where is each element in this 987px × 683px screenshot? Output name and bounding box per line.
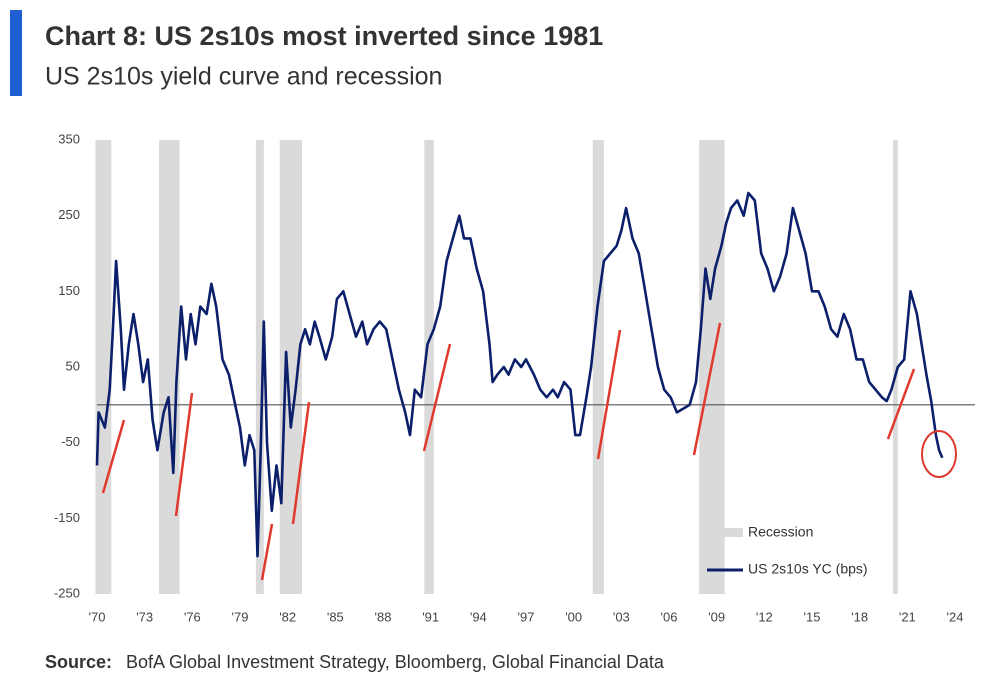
arrow [174, 392, 194, 517]
x-tick-label: '97 [518, 609, 535, 624]
highlight-circle [921, 430, 957, 478]
arrow [596, 329, 622, 460]
recession-band [158, 140, 180, 594]
legend-label: Recession [748, 524, 813, 540]
x-tick-label: '00 [565, 609, 582, 624]
chart-title: Chart 8: US 2s10s most inverted since 19… [45, 21, 603, 51]
chart-subtitle: US 2s10s yield curve and recession [45, 63, 442, 91]
recession-band [255, 140, 264, 594]
source-text: BofA Global Investment Strategy, Bloombe… [126, 652, 665, 672]
x-tick-label: '03 [613, 609, 630, 624]
arrow [422, 343, 452, 452]
x-tick-label: '85 [327, 609, 344, 624]
recession-band [279, 140, 302, 594]
source-label: Source: [45, 652, 112, 672]
x-tick-label: '70 [89, 609, 106, 624]
plot-area: 350 250 150 50 -50 -150 -250 '70 '73 '76 '79 '82 '85… [54, 131, 975, 624]
recession-band [424, 140, 434, 594]
x-tick-label: '73 [136, 609, 153, 624]
y-tick-label: -50 [61, 434, 80, 449]
x-tick-label: '18 [851, 609, 868, 624]
y-tick-label: -150 [54, 510, 80, 525]
x-tick-label: '12 [756, 609, 773, 624]
y-tick-label: 350 [58, 131, 80, 146]
x-tick-label: '79 [232, 609, 249, 624]
x-tick-label: '09 [708, 609, 725, 624]
recession-band [893, 140, 898, 594]
x-tick-label: '06 [661, 609, 678, 624]
x-tick-label: '88 [375, 609, 392, 624]
arrow [886, 368, 916, 440]
x-tick-label: '94 [470, 609, 487, 624]
title-accent [10, 10, 22, 96]
recession-band [95, 140, 112, 594]
x-tick-label: '91 [422, 609, 439, 624]
y-tick-label: 250 [58, 207, 80, 222]
y-tick-label: 50 [66, 358, 80, 373]
arrow [291, 401, 311, 525]
x-tick-label: '76 [184, 609, 201, 624]
arrow [260, 523, 274, 581]
x-tick-label: '82 [279, 609, 296, 624]
x-tick-label: '24 [947, 609, 964, 624]
arrow [692, 322, 722, 456]
annotations [101, 322, 957, 581]
x-tick-label: '15 [804, 609, 821, 624]
legend-label: US 2s10s YC (bps) [748, 561, 868, 577]
y-tick-label: 150 [58, 283, 80, 298]
y-tick-label: -250 [54, 585, 80, 600]
x-tick-label: '21 [899, 609, 916, 624]
series-line [95, 191, 944, 558]
recession-band [592, 140, 604, 594]
arrow [101, 419, 126, 494]
legend-swatch [707, 528, 743, 537]
